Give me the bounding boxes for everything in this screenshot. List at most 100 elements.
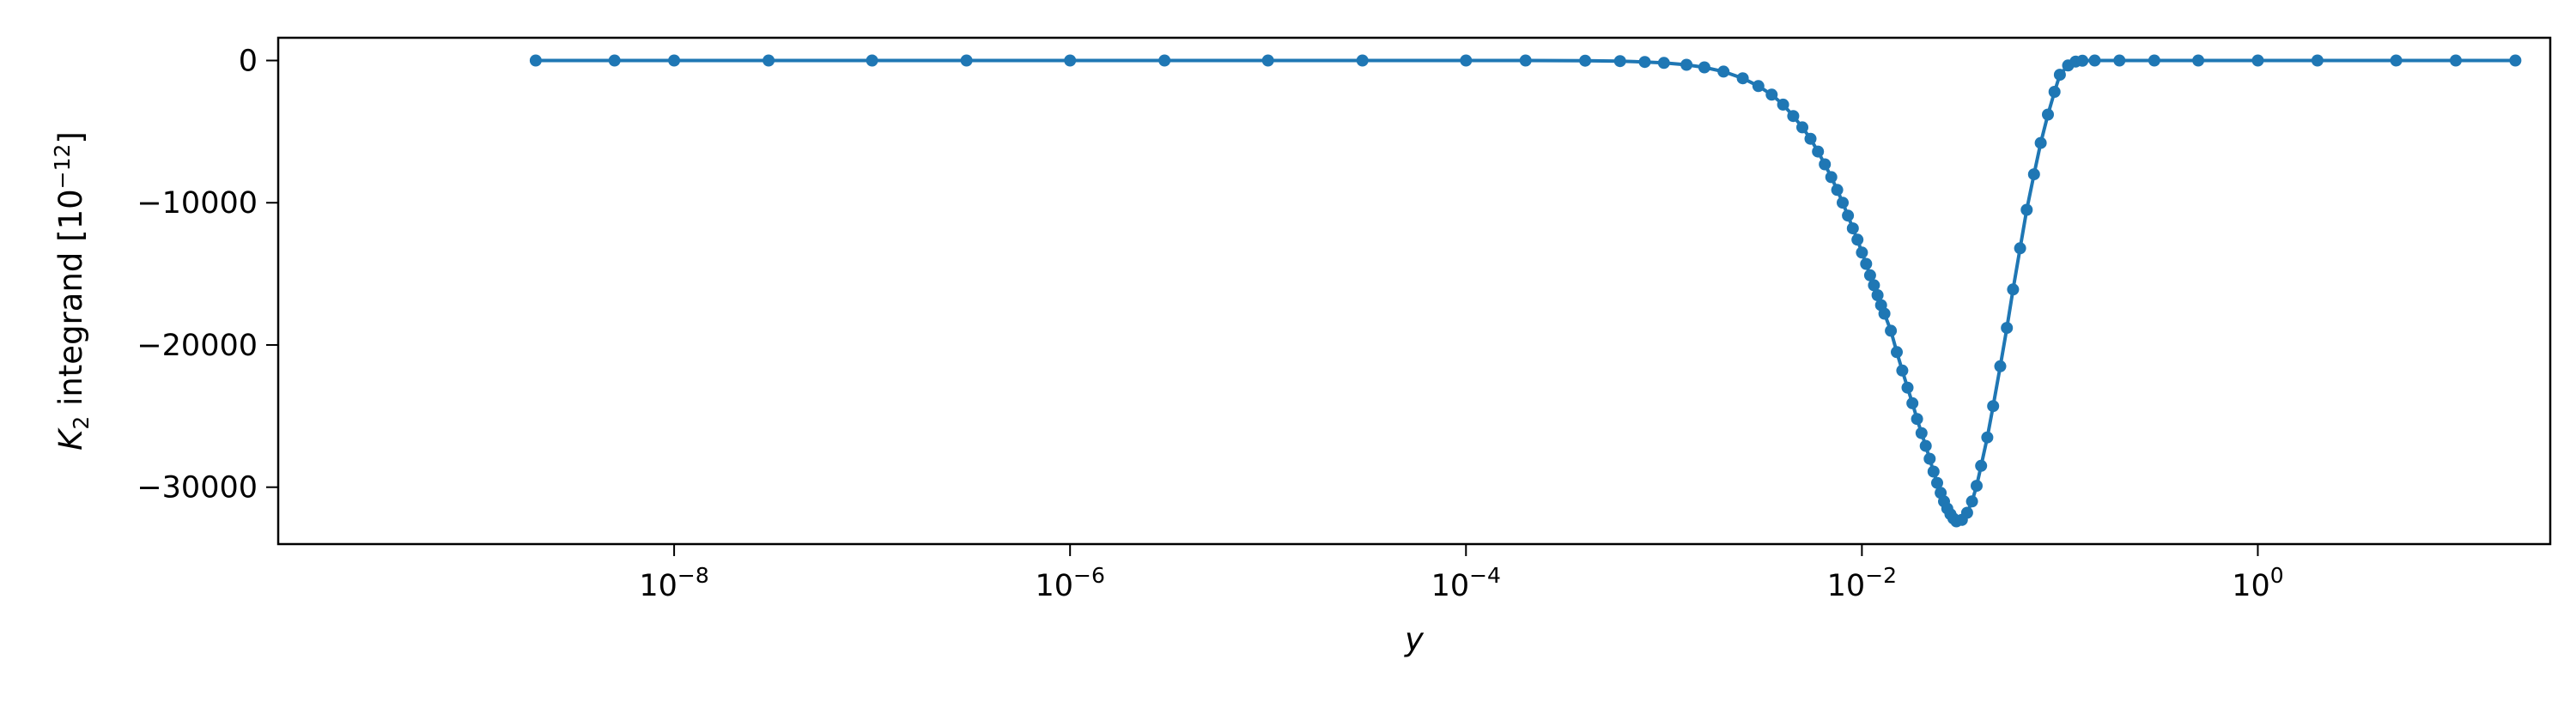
data-point xyxy=(1837,197,1849,209)
x-tick-label: 10−8 xyxy=(639,563,708,603)
data-point xyxy=(1927,465,1940,478)
data-point xyxy=(1971,480,1983,493)
data-point xyxy=(1831,184,1844,197)
data-point xyxy=(2042,108,2054,121)
data-point xyxy=(1846,222,1859,235)
x-tick-label-exponent: −8 xyxy=(677,563,709,588)
data-point xyxy=(1931,476,1943,489)
data-point xyxy=(1787,110,1800,123)
data-point xyxy=(2192,54,2205,67)
data-point xyxy=(2014,242,2026,255)
y-axis-label-subscript: 2 xyxy=(69,416,94,430)
data-point xyxy=(1842,209,1855,222)
y-axis-ticks: 0 −10000 −20000 −30000 xyxy=(137,45,278,505)
x-tick-label-exponent: −2 xyxy=(1865,563,1897,588)
data-point xyxy=(1987,400,2000,413)
data-point xyxy=(2509,54,2522,67)
data-point xyxy=(1804,132,1817,145)
data-point xyxy=(1261,54,1274,67)
data-point xyxy=(1878,307,1891,320)
data-point xyxy=(1613,55,1626,68)
data-point xyxy=(1851,233,1864,246)
data-point xyxy=(1777,98,1789,111)
data-point xyxy=(1906,396,1919,409)
x-tick-label-exponent: −4 xyxy=(1469,563,1501,588)
data-point xyxy=(1981,431,1994,444)
y-axis-label-close: ] xyxy=(52,131,89,143)
data-point xyxy=(2027,168,2040,181)
data-point xyxy=(1765,88,1778,101)
data-point xyxy=(2048,86,2061,98)
data-point xyxy=(2076,54,2089,67)
data-point xyxy=(1356,54,1369,67)
data-point xyxy=(1460,54,1473,67)
data-point xyxy=(1717,65,1730,78)
data-point xyxy=(1960,506,1973,519)
y-tick-label: −10000 xyxy=(137,186,258,221)
data-point xyxy=(866,54,878,67)
y-axis-label: K2 integrand [10−12] xyxy=(50,131,94,451)
data-point xyxy=(1579,54,1592,67)
data-point xyxy=(608,54,621,67)
data-point xyxy=(2148,54,2160,67)
x-tick-label-base: 10 xyxy=(639,569,677,603)
data-point xyxy=(1919,439,1932,452)
data-point xyxy=(762,54,775,67)
data-point xyxy=(1819,158,1832,171)
data-point xyxy=(2450,54,2462,67)
y-tick-label: 0 xyxy=(239,45,258,79)
data-point xyxy=(1994,360,2007,372)
data-point xyxy=(1896,364,1909,377)
data-point xyxy=(2053,69,2066,82)
x-tick-label-base: 10 xyxy=(1431,569,1470,603)
x-tick-label: 10−6 xyxy=(1035,563,1104,603)
plot-area-frame xyxy=(276,36,2552,546)
data-point xyxy=(960,54,973,67)
y-axis-label-exponent: −12 xyxy=(50,144,75,190)
data-point xyxy=(1965,495,1978,508)
series-line xyxy=(535,58,2516,523)
data-point xyxy=(1863,269,1876,281)
data-point xyxy=(1680,58,1693,71)
data-point xyxy=(2088,54,2101,67)
data-point xyxy=(1638,56,1651,69)
x-tick-label-base: 10 xyxy=(2232,569,2270,603)
data-point xyxy=(2007,283,2020,296)
data-point xyxy=(1923,452,1936,465)
data-point xyxy=(1519,54,1532,67)
data-point xyxy=(2251,54,2264,67)
x-axis-label: y xyxy=(1404,621,1425,658)
data-point xyxy=(1871,289,1884,301)
data-point xyxy=(1915,427,1928,439)
data-point xyxy=(1698,61,1710,74)
data-point xyxy=(1856,246,1868,259)
x-tick-label-exponent: 0 xyxy=(2270,563,2284,588)
x-tick-label: 10−2 xyxy=(1827,563,1897,603)
data-point xyxy=(2034,136,2047,149)
data-point xyxy=(1911,413,1923,426)
data-series xyxy=(529,54,2522,528)
data-point xyxy=(1158,54,1171,67)
x-axis-ticks: 10−8 10−6 10−4 10−2 100 xyxy=(639,544,2284,603)
y-tick-label: −30000 xyxy=(137,471,258,505)
data-point xyxy=(1736,72,1749,85)
x-tick-label-base: 10 xyxy=(1035,569,1073,603)
y-tick-label: −20000 xyxy=(137,329,258,363)
x-tick-label: 10−4 xyxy=(1431,563,1501,603)
x-tick-label-base: 10 xyxy=(1827,569,1866,603)
data-point xyxy=(1901,381,1914,394)
data-point xyxy=(1657,57,1670,70)
data-point xyxy=(2001,322,2014,335)
data-point xyxy=(1868,279,1880,292)
y-axis-label-text: integrand [10 xyxy=(52,189,89,415)
data-point xyxy=(2311,54,2324,67)
data-point xyxy=(1812,145,1825,158)
data-point xyxy=(1860,257,1873,270)
data-point xyxy=(1885,324,1898,337)
data-point xyxy=(1796,121,1808,134)
data-point xyxy=(668,54,681,67)
data-point xyxy=(1752,80,1765,93)
x-tick-label-exponent: −6 xyxy=(1073,563,1105,588)
x-tick-label: 100 xyxy=(2232,563,2283,603)
